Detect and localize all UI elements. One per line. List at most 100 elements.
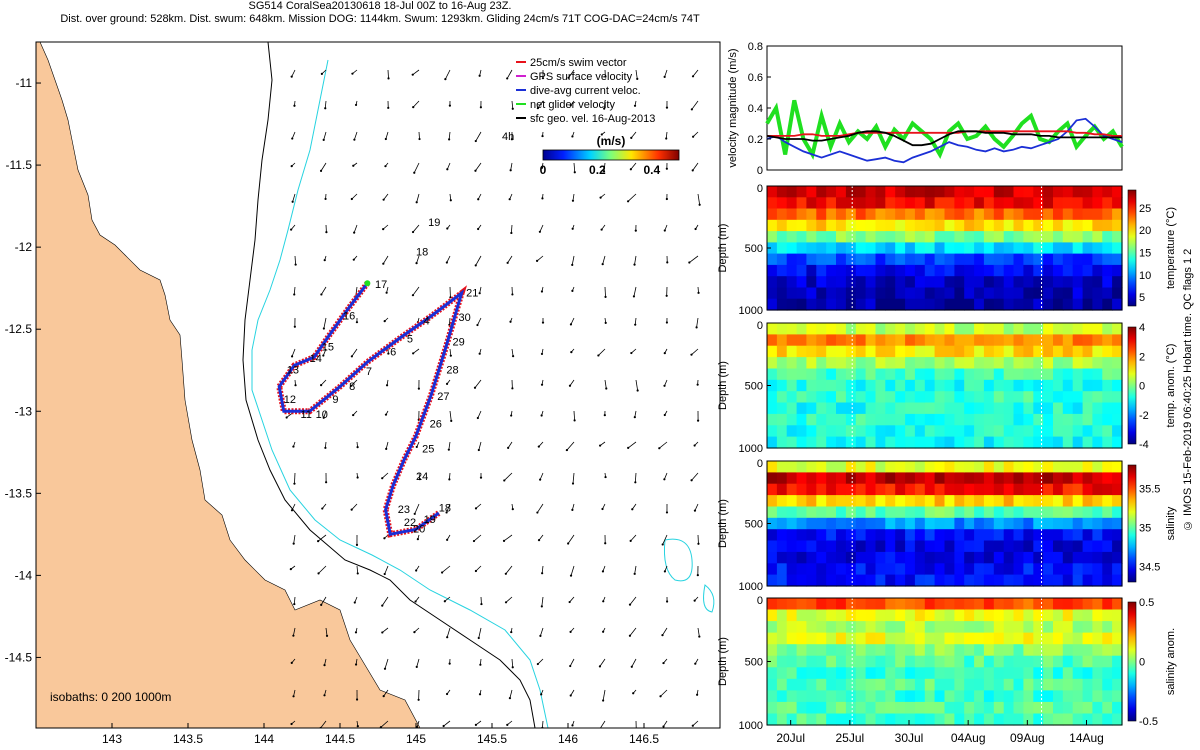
heatmap-cell <box>806 298 817 311</box>
heatmap-cell <box>845 402 857 415</box>
heatmap-cell <box>855 621 867 634</box>
colorbar-tick-label: 35.5 <box>1139 483 1160 495</box>
heatmap-cell <box>934 678 946 691</box>
heatmap-cell <box>934 276 946 289</box>
heatmap-cell <box>806 357 817 370</box>
heatmap-cell <box>1102 242 1113 255</box>
legend-entry: dive-avg current veloc. <box>530 85 641 97</box>
geo-velocity-arrow-head <box>663 352 666 355</box>
geo-velocity-arrow-head <box>661 543 664 546</box>
heatmap-cell <box>826 621 837 634</box>
heatmap-cell <box>1023 253 1034 266</box>
heatmap-cell <box>806 425 817 438</box>
heatmap-cell <box>1033 436 1044 449</box>
heatmap-cell <box>905 298 916 311</box>
heatmap-cell <box>1013 368 1024 381</box>
heatmap-cell <box>776 391 788 404</box>
geo-velocity-arrow <box>292 193 296 202</box>
heatmap-cell <box>983 632 995 645</box>
map-x-tick-label: 144.5 <box>325 732 355 746</box>
geo-velocity-arrow <box>448 317 451 325</box>
heatmap-cell <box>1013 391 1024 404</box>
heatmap-cell <box>1112 483 1123 496</box>
heatmap-cell <box>895 632 906 645</box>
heatmap-cell <box>855 632 867 645</box>
heatmap-cell <box>1043 186 1054 198</box>
heatmap-cell <box>993 402 1005 415</box>
heatmap-cell <box>914 690 926 703</box>
heatmap-cell <box>767 632 778 645</box>
heatmap-cell <box>1053 197 1064 210</box>
heatmap-cell <box>1003 667 1015 680</box>
colorbar-tick-label: 0.2 <box>589 163 606 177</box>
heatmap-cell <box>1043 655 1054 668</box>
heatmap-cell <box>924 323 936 335</box>
heatmap-cell <box>816 495 827 508</box>
heatmap-cell <box>974 276 985 289</box>
geo-velocity-arrow <box>412 286 420 296</box>
heatmap-cell <box>895 517 906 530</box>
heatmap-cell <box>1033 517 1044 530</box>
geo-velocity-arrow-head <box>449 296 452 299</box>
geo-velocity-arrow-head <box>445 511 448 514</box>
heatmap-temperature <box>767 186 1123 311</box>
heatmap-cell <box>914 563 926 576</box>
heatmap-cell <box>1092 574 1103 587</box>
heatmap-cell <box>855 231 867 243</box>
heatmap-cell <box>796 436 808 449</box>
heatmap-cell <box>1112 253 1123 266</box>
heatmap-cell <box>816 208 827 221</box>
heatmap-cell <box>983 197 995 210</box>
heatmap-cell <box>1033 655 1044 668</box>
heatmap-cell <box>914 540 926 553</box>
heatmap-cell <box>767 413 778 426</box>
heatmap-cell <box>855 551 867 564</box>
heatmap-cell <box>934 551 946 564</box>
heatmap-cell <box>1003 690 1015 703</box>
geo-velocity-arrow-head <box>474 507 478 510</box>
heatmap-cell <box>836 323 847 335</box>
heatmap-cell <box>806 506 817 519</box>
heatmap-cell <box>1112 609 1123 622</box>
heatmap-cell <box>1082 208 1094 221</box>
heatmap-cell <box>924 242 936 255</box>
geo-velocity-arrow <box>475 565 482 572</box>
track-day-label: 28 <box>446 365 458 377</box>
geo-velocity-arrow <box>354 131 358 140</box>
heatmap-cell <box>1092 517 1103 530</box>
heatmap-cell <box>934 391 946 404</box>
depth-tick-label: 1000 <box>739 581 763 593</box>
geo-velocity-arrow-head <box>418 137 421 141</box>
heatmap-cell <box>826 253 837 266</box>
heatmap-cell <box>1043 713 1054 726</box>
depth-tick-label: 1000 <box>739 720 763 732</box>
heatmap-cell <box>895 644 906 657</box>
geo-velocity-arrow-head <box>663 384 666 387</box>
heatmap-cell <box>767 621 778 634</box>
geo-velocity-arrow-head <box>599 196 602 199</box>
heatmap-cell <box>806 402 817 415</box>
heatmap-cell <box>1082 242 1094 255</box>
geo-velocity-arrow-head <box>447 448 450 451</box>
heatmap-cell <box>806 690 817 703</box>
heatmap-cell <box>885 231 896 243</box>
geo-velocity-arrow-head <box>478 74 481 77</box>
geo-velocity-arrow-head <box>383 537 386 540</box>
geo-velocity-arrow-head <box>477 227 480 231</box>
heatmap-cell <box>816 368 827 381</box>
geo-velocity-arrow-head <box>604 295 607 298</box>
heatmap-cell <box>993 472 1005 485</box>
heatmap-cell <box>905 413 916 426</box>
heatmap-cell <box>1072 551 1084 564</box>
track-day-label: 14 <box>310 353 322 365</box>
colorbar-tick-label: -2 <box>1139 410 1149 422</box>
geo-velocity-arrow-head <box>540 693 543 696</box>
heatmap-cell <box>836 678 847 691</box>
heatmap-cell <box>905 609 916 622</box>
heatmap-cell <box>816 655 827 668</box>
heatmap-cell <box>1033 253 1044 266</box>
heatmap-cell <box>826 298 837 311</box>
heatmap-cell <box>1092 713 1103 726</box>
heatmap-cell <box>964 323 975 335</box>
heatmap-cell <box>954 391 965 404</box>
